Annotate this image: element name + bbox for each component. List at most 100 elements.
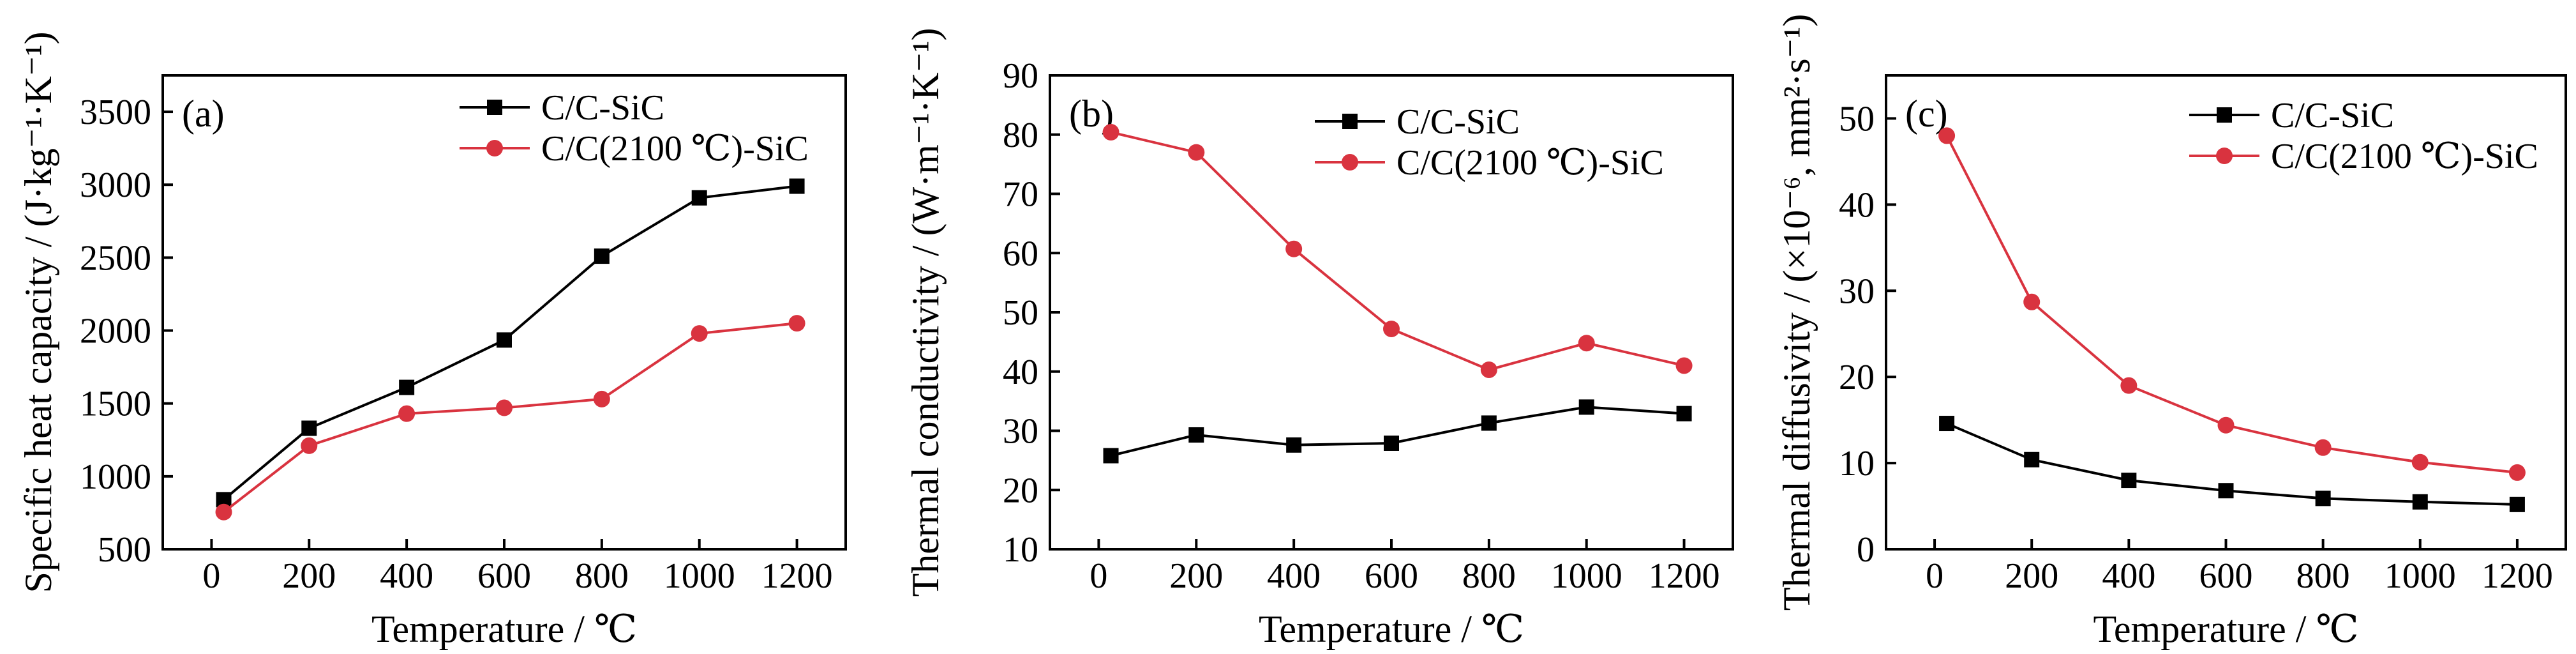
data-point bbox=[1675, 357, 1693, 374]
data-point bbox=[1481, 415, 1497, 431]
data-point bbox=[593, 390, 610, 407]
data-point bbox=[1939, 416, 1955, 432]
data-point bbox=[2121, 473, 2137, 489]
y-tick-label: 80 bbox=[1003, 116, 1038, 155]
legend-label: C/C(2100 ℃)-SiC bbox=[541, 129, 809, 169]
x-tick-label: 0 bbox=[1926, 556, 1943, 596]
chart-panel-b: 0 200 400 600 800 1000 1200 10 20 30 40 50 60 70 80 90 T… bbox=[904, 28, 1734, 650]
x-tick-label: 1200 bbox=[761, 556, 833, 596]
data-point bbox=[1102, 124, 1120, 141]
y-tick-label: 3500 bbox=[80, 93, 151, 132]
x-tick-label: 200 bbox=[282, 556, 336, 596]
y-tick-label: 70 bbox=[1003, 175, 1038, 215]
data-point bbox=[1578, 335, 1595, 352]
x-tick-label: 600 bbox=[2199, 556, 2253, 596]
x-axis-title: Temperature / ℃ bbox=[2093, 608, 2358, 650]
data-point bbox=[2218, 483, 2234, 499]
data-point bbox=[2217, 416, 2235, 434]
x-tick-label: 400 bbox=[1267, 556, 1321, 596]
x-tick-label: 400 bbox=[380, 556, 433, 596]
chart-panel-c: 0 200 400 600 800 1000 1200 0 10 20 30 40 50 Temperat… bbox=[1776, 14, 2567, 650]
y-tick-label: 0 bbox=[1857, 530, 1875, 570]
legend-label: C/C-SiC bbox=[1397, 102, 1520, 142]
data-point bbox=[301, 437, 318, 454]
data-point bbox=[2412, 494, 2428, 510]
data-point bbox=[2315, 490, 2331, 506]
data-point bbox=[2508, 464, 2526, 481]
y-tick-label: 1000 bbox=[80, 457, 151, 497]
y-tick-label: 3000 bbox=[80, 165, 151, 205]
y-tick-label: 50 bbox=[1839, 99, 1875, 139]
data-point bbox=[691, 325, 708, 342]
x-tick-label: 1200 bbox=[1649, 556, 1720, 596]
y-axis-title: Specific heat capacity / (J·kg⁻¹·K⁻¹) bbox=[17, 32, 59, 593]
x-tick-label: 600 bbox=[477, 556, 531, 596]
legend-marker bbox=[1342, 114, 1358, 129]
x-tick-label: 1200 bbox=[2482, 556, 2553, 596]
legend-marker bbox=[486, 140, 503, 156]
data-point bbox=[2120, 377, 2138, 394]
panel-label: (c) bbox=[1905, 93, 1948, 135]
x-tick-label: 200 bbox=[2005, 556, 2058, 596]
data-point bbox=[1103, 448, 1119, 464]
x-tick-label: 600 bbox=[1365, 556, 1418, 596]
data-point bbox=[399, 379, 415, 395]
data-point bbox=[496, 399, 513, 416]
y-tick-label: 2500 bbox=[80, 238, 151, 278]
data-point bbox=[1480, 361, 1497, 378]
legend-label: C/C-SiC bbox=[2271, 96, 2394, 135]
y-tick-label: 10 bbox=[1839, 444, 1875, 483]
data-point bbox=[691, 190, 707, 206]
y-tick-label: 40 bbox=[1839, 185, 1875, 225]
legend-marker bbox=[487, 100, 502, 115]
y-tick-label: 2000 bbox=[80, 312, 151, 351]
x-tick-label: 1000 bbox=[2385, 556, 2456, 596]
legend-marker bbox=[1342, 154, 1358, 171]
data-point bbox=[1383, 320, 1400, 337]
chart-panel-a: 0 200 400 600 800 1000 1200 500 1000 1500 2000 2500… bbox=[17, 32, 847, 650]
panel-label: (a) bbox=[182, 93, 225, 135]
data-point bbox=[2023, 293, 2041, 310]
data-point bbox=[1285, 240, 1303, 257]
data-point bbox=[2314, 439, 2332, 456]
legend-marker bbox=[2216, 148, 2233, 164]
data-point bbox=[1188, 144, 1205, 161]
data-point bbox=[1676, 406, 1692, 422]
y-axis-title: Thermal diffusivity / (×10⁻⁶, mm²·s⁻¹) bbox=[1776, 14, 1818, 611]
y-tick-label: 1500 bbox=[80, 384, 151, 424]
data-point bbox=[1578, 399, 1594, 415]
data-point bbox=[2411, 453, 2429, 471]
data-point bbox=[398, 405, 416, 422]
x-tick-label: 800 bbox=[1462, 556, 1516, 596]
data-point bbox=[301, 420, 317, 436]
data-point bbox=[2509, 496, 2525, 512]
x-tick-label: 0 bbox=[1090, 556, 1107, 596]
y-tick-label: 30 bbox=[1003, 412, 1038, 452]
y-tick-label: 90 bbox=[1003, 56, 1038, 96]
legend-label: C/C(2100 ℃)-SiC bbox=[2271, 137, 2538, 176]
x-tick-label: 800 bbox=[575, 556, 629, 596]
y-tick-label: 500 bbox=[98, 530, 151, 570]
y-tick-label: 10 bbox=[1003, 530, 1038, 570]
data-point bbox=[789, 178, 805, 194]
x-tick-label: 800 bbox=[2296, 556, 2350, 596]
legend-label: C/C-SiC bbox=[541, 88, 664, 128]
y-tick-label: 20 bbox=[1003, 471, 1038, 510]
y-tick-label: 20 bbox=[1839, 358, 1875, 397]
data-point bbox=[1286, 437, 1302, 453]
data-point bbox=[497, 332, 512, 348]
x-tick-label: 1000 bbox=[664, 556, 735, 596]
y-tick-label: 50 bbox=[1003, 293, 1038, 333]
y-tick-label: 30 bbox=[1839, 271, 1875, 311]
x-tick-label: 1000 bbox=[1551, 556, 1622, 596]
y-axis-title: Thermal conductivity / (W·m⁻¹·K⁻¹) bbox=[904, 28, 947, 597]
x-tick-label: 0 bbox=[202, 556, 220, 596]
x-tick-label: 200 bbox=[1169, 556, 1223, 596]
legend-label: C/C(2100 ℃)-SiC bbox=[1397, 143, 1664, 183]
legend-marker bbox=[2217, 107, 2232, 123]
series-line bbox=[223, 322, 797, 513]
data-point bbox=[1384, 435, 1399, 451]
x-axis-title: Temperature / ℃ bbox=[1259, 608, 1524, 650]
data-point bbox=[1188, 427, 1204, 443]
